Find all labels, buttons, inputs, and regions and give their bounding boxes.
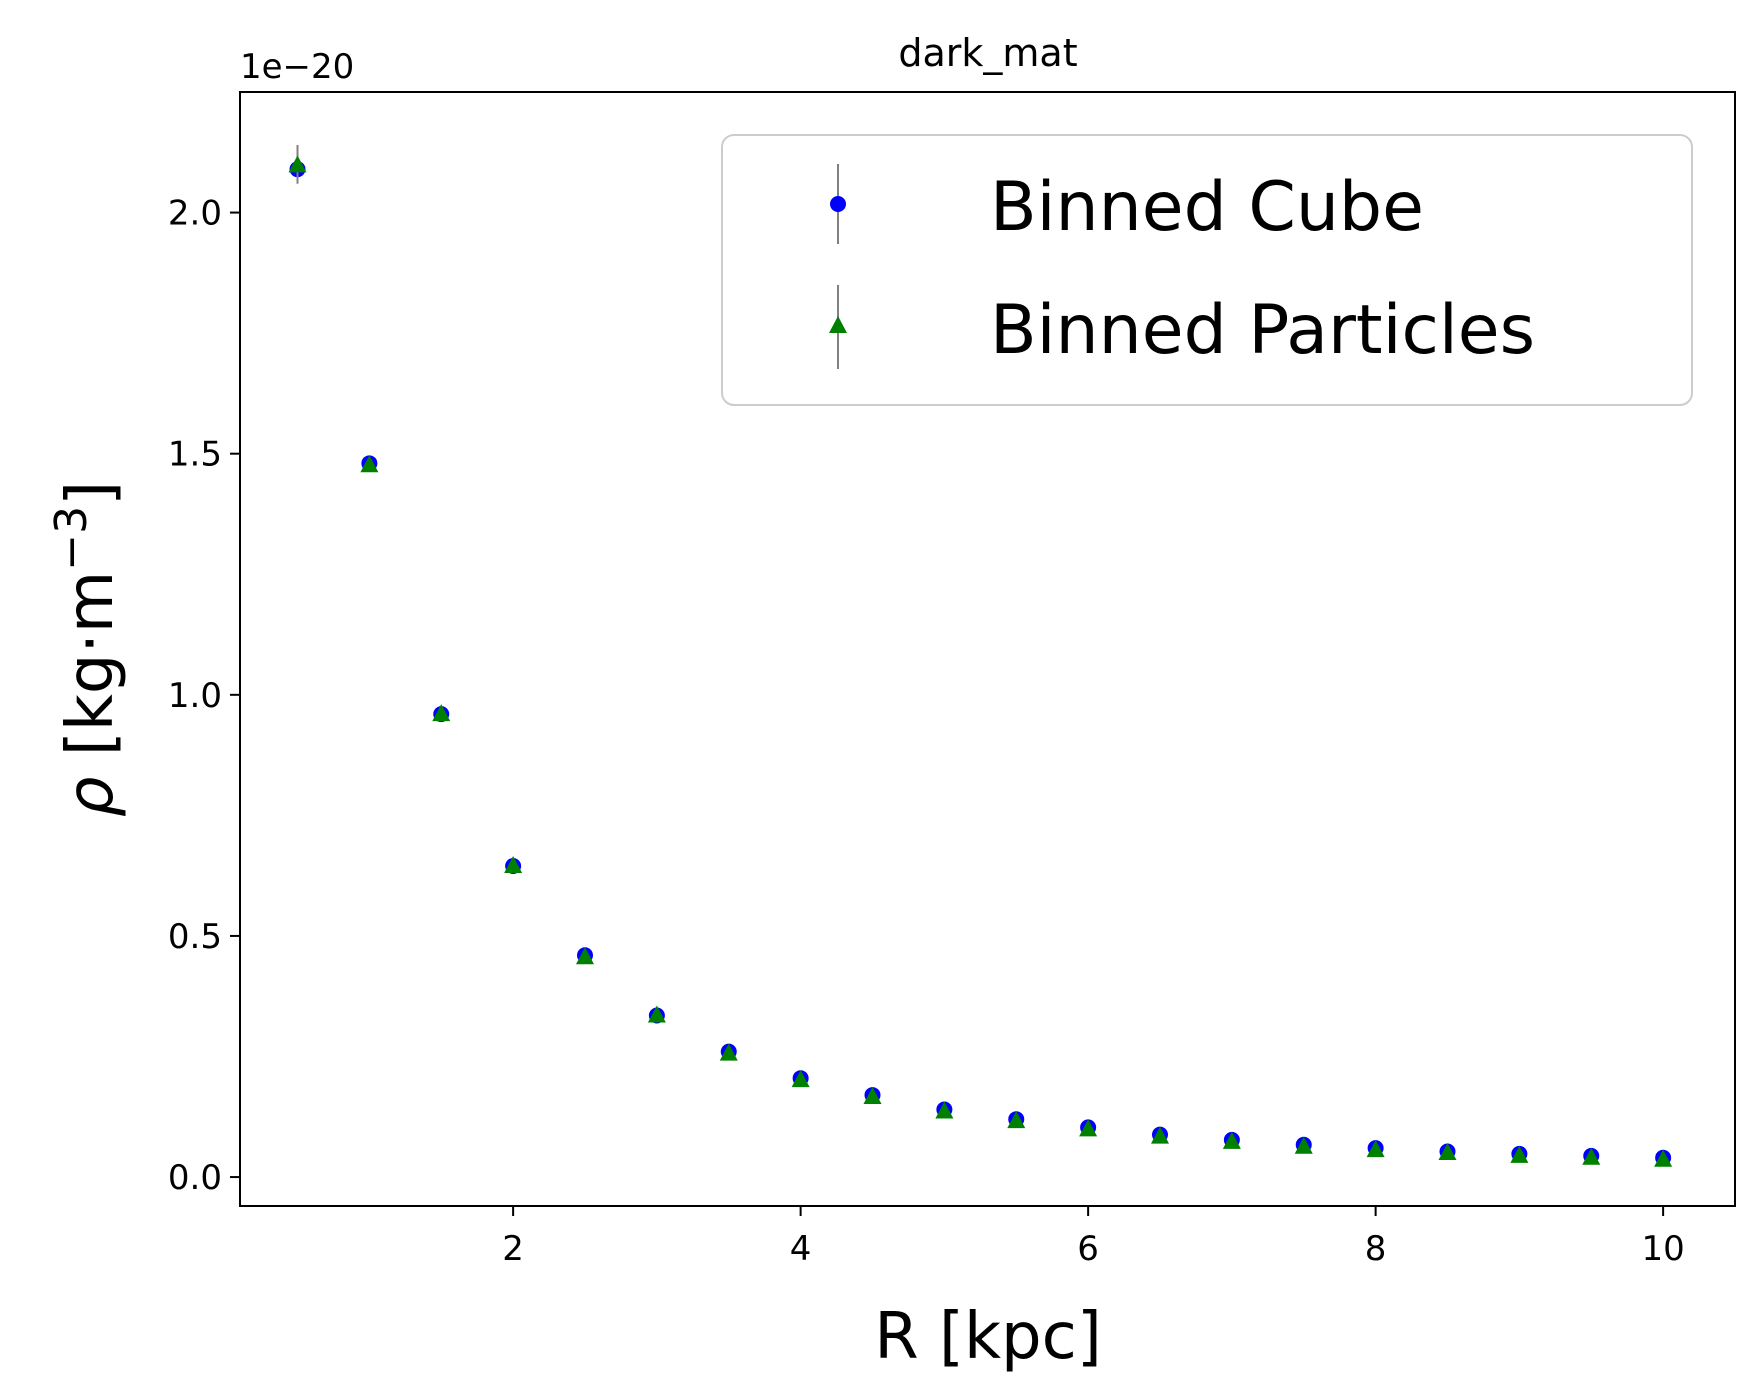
x-tick-label: 10 (1641, 1229, 1684, 1269)
data-point (1438, 1142, 1457, 1160)
data-point (1007, 1111, 1026, 1129)
y-axis-label-close: ] (54, 481, 128, 506)
data-point (791, 1070, 810, 1088)
data-point (935, 1101, 954, 1119)
data-point (360, 455, 379, 473)
data-point (647, 1005, 666, 1023)
y-offset-label: 1e−20 (240, 47, 354, 87)
legend-label-particles: Binned Particles (990, 291, 1535, 370)
y-tick-label: 1.0 (168, 676, 222, 716)
legend-marker-cube (830, 196, 846, 212)
y-axis-label-units: [kg·m (54, 571, 128, 756)
data-point (1079, 1119, 1098, 1137)
data-point (504, 856, 523, 874)
y-axis-label: ρ [kg·m−3] (46, 481, 128, 817)
legend-label-cube: Binned Cube (990, 168, 1424, 247)
y-tick-label: 2.0 (168, 194, 222, 234)
data-point (1222, 1131, 1241, 1149)
x-tick-label: 6 (1077, 1229, 1099, 1269)
data-point (719, 1043, 738, 1061)
data-point (288, 155, 307, 173)
x-axis-label: R [kpc] (874, 1300, 1102, 1374)
data-point (1582, 1147, 1601, 1165)
x-tick-label: 4 (790, 1229, 812, 1269)
legend: Binned Cube Binned Particles (721, 134, 1693, 406)
x-axis: 2 4 6 8 10 (502, 1206, 1685, 1269)
data-marks (288, 145, 1673, 1167)
data-point (432, 704, 451, 722)
y-tick-label: 0.5 (168, 917, 222, 957)
series-1 (288, 145, 1673, 1167)
data-point (1366, 1140, 1385, 1158)
data-point (576, 947, 594, 965)
data-point (863, 1087, 882, 1105)
data-point (1510, 1145, 1529, 1163)
data-point (1654, 1149, 1673, 1167)
chart-title: dark_mat (898, 31, 1077, 75)
y-tick-label: 1.5 (168, 435, 222, 475)
data-point (1294, 1136, 1313, 1154)
data-point (1151, 1126, 1169, 1144)
y-tick-label: 0.0 (168, 1158, 222, 1198)
y-axis: 0.0 0.5 1.0 1.5 2.0 (168, 194, 240, 1198)
plot-frame (239, 91, 1736, 1207)
x-tick-label: 8 (1365, 1229, 1387, 1269)
legend-marker-particles (829, 316, 847, 333)
y-axis-label-symbol: ρ (54, 776, 128, 817)
legend-box (721, 134, 1693, 406)
x-tick-label: 2 (502, 1229, 524, 1269)
y-axis-label-exponent: −3 (46, 506, 97, 571)
